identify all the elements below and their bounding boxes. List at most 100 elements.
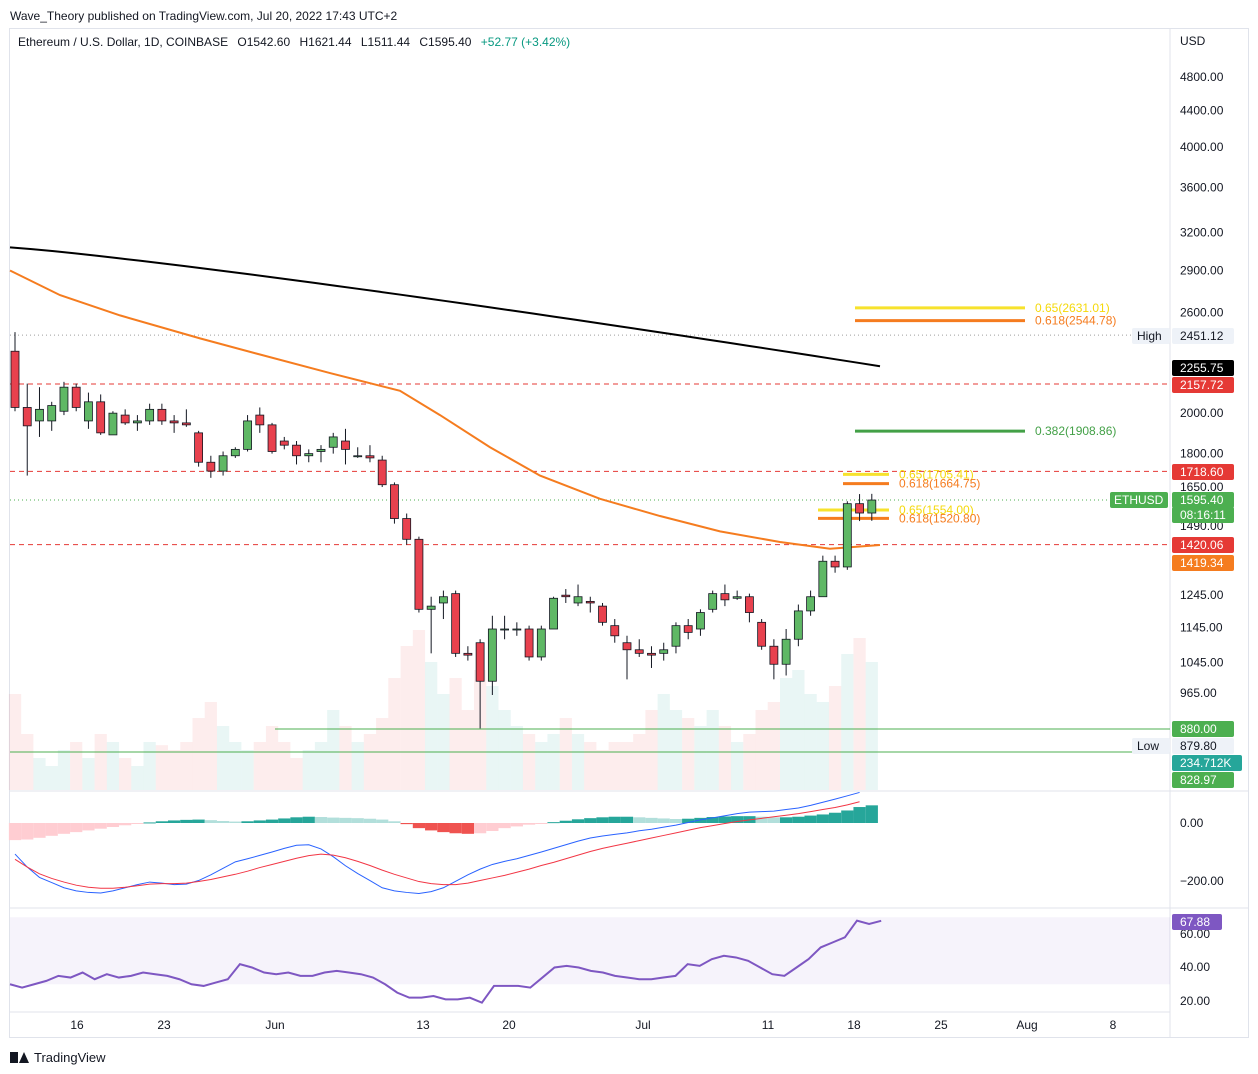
macd-histogram-bar	[449, 823, 462, 834]
volume-bar	[119, 758, 132, 790]
candle-down	[267, 424, 277, 452]
volume-bar	[584, 742, 597, 790]
macd-histogram-bar	[865, 805, 878, 823]
time-tick-label: 25	[934, 1018, 948, 1032]
candle-down	[206, 461, 216, 472]
macd-histogram-bar	[731, 816, 744, 823]
price-tick-label: 2600.00	[1180, 305, 1224, 319]
time-tick-label: 13	[416, 1018, 430, 1032]
volume-bar	[559, 718, 572, 790]
legend-change: +52.77 (+3.42%)	[480, 35, 571, 49]
macd-histogram-bar	[437, 823, 450, 833]
price-tick-label: 2900.00	[1180, 263, 1224, 277]
macd-histogram-bar	[339, 817, 352, 823]
price-tick-label: 965.00	[1180, 686, 1217, 700]
volume-bar	[21, 734, 34, 790]
macd-histogram-bar	[363, 818, 377, 823]
macd-histogram-bar	[45, 823, 58, 836]
candle-down	[683, 625, 693, 633]
volume-bar	[633, 734, 646, 790]
volume-bar	[645, 710, 658, 790]
legend-open: O1542.60	[237, 35, 291, 49]
price-tag	[1172, 377, 1234, 393]
macd-histogram-bar	[290, 817, 303, 823]
volume-bar	[547, 734, 560, 790]
macd-histogram-bar	[633, 817, 646, 823]
candle-up	[145, 408, 155, 422]
macd-axis-label: −200.00	[1180, 874, 1224, 888]
legend-close: C1595.40	[419, 35, 472, 49]
macd-histogram-bar	[755, 816, 768, 823]
fib-target-label: 0.65(2631.01)	[1035, 301, 1110, 315]
macd-histogram-bar	[718, 816, 732, 823]
candle-down	[610, 625, 620, 637]
candle-up	[842, 503, 852, 568]
macd-histogram-bar	[131, 823, 144, 824]
macd-histogram-bar	[302, 816, 315, 823]
volume-bar	[8, 694, 22, 790]
candle-up	[47, 405, 57, 422]
price-tag-label: 2157.72	[1180, 378, 1224, 392]
macd-histogram-bar	[584, 818, 597, 823]
symbol-legend: Ethereum / U.S. Dollar, 1D, COINBASE O15…	[18, 35, 576, 49]
volume-bar	[57, 750, 71, 790]
rsi-axis-label: 20.00	[1180, 994, 1210, 1008]
macd-histogram-bar	[57, 823, 71, 834]
candle-up	[328, 436, 338, 448]
rsi-axis-label: 40.00	[1180, 960, 1210, 974]
macd-histogram-bar	[828, 812, 842, 823]
candle-down	[365, 455, 375, 459]
volume-bar	[571, 734, 585, 790]
rsi-band	[10, 917, 1170, 985]
candle-down	[598, 605, 607, 623]
candle-up	[353, 455, 363, 458]
price-tag-label: 879.80	[1180, 739, 1217, 753]
symbol-tag	[1110, 492, 1168, 508]
volume-bar	[596, 750, 609, 790]
time-tick-label: 8	[1110, 1018, 1117, 1032]
fib-target-label: 0.65(1705.41)	[899, 467, 974, 481]
volume-bar	[131, 766, 144, 790]
candle-down	[622, 642, 632, 651]
price-tag-label: 1595.40	[1180, 493, 1224, 507]
macd-histogram-bar	[94, 823, 107, 829]
candle-down	[96, 401, 106, 434]
macd-histogram-bar	[547, 822, 560, 824]
candle-down	[524, 628, 534, 658]
rsi-axis-label: 60.00	[1180, 927, 1210, 941]
macd-histogram-bar	[706, 817, 719, 823]
macd-histogram-bar	[82, 823, 95, 831]
candle-down	[561, 594, 571, 598]
volume-bar	[70, 742, 83, 790]
macd-histogram-bar	[229, 821, 242, 823]
macd-histogram-bar	[498, 823, 511, 829]
price-tag-label: 08:16:11	[1180, 508, 1226, 522]
candle-down	[634, 649, 644, 654]
fib-target-label: 0.382(1908.86)	[1035, 424, 1116, 438]
price-tag	[1172, 537, 1234, 553]
price-tag-label: 2255.75	[1180, 361, 1224, 375]
candle-down	[390, 484, 399, 519]
price-tag-label: 2451.12	[1180, 329, 1224, 343]
volume-bar	[314, 742, 328, 790]
volume-bar	[731, 742, 744, 790]
macd-histogram-bar	[645, 817, 658, 823]
volume-bar	[351, 742, 364, 790]
macd-histogram-bar	[180, 819, 193, 823]
level-name-label: High	[1137, 329, 1162, 343]
price-tag	[1172, 721, 1234, 737]
macd-histogram-bar	[425, 823, 438, 831]
price-tick-label: 1045.00	[1180, 655, 1224, 669]
candle-down	[463, 652, 473, 656]
macd-histogram-bar	[804, 815, 817, 823]
volume-bar	[474, 670, 487, 790]
macd-histogram-bar	[657, 818, 670, 823]
volume-bar	[828, 686, 842, 790]
macd-histogram-bar	[33, 823, 46, 838]
volume-bar	[780, 678, 793, 790]
candle-up	[487, 628, 497, 682]
volume-bar	[718, 726, 732, 790]
macd-histogram-bar	[522, 823, 536, 825]
candle-down	[377, 459, 387, 486]
